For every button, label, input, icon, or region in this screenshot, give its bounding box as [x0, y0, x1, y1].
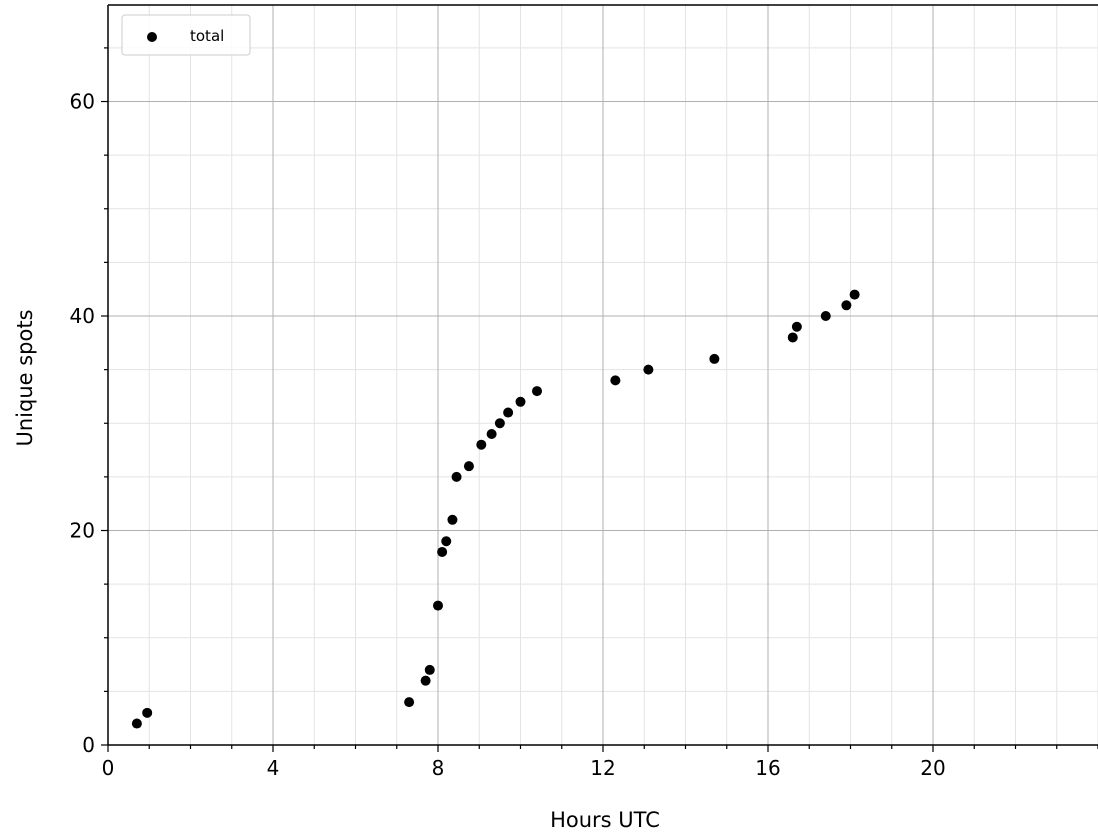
data-point	[709, 353, 720, 364]
legend-label: total	[190, 27, 224, 45]
y-tick-label: 20	[70, 519, 95, 543]
data-point	[494, 418, 505, 429]
legend-marker	[147, 32, 157, 42]
x-tick-label: 8	[432, 756, 445, 780]
ticks: 0 4 8 12 16 20 0 20 40 60	[70, 47, 1098, 780]
data-point	[447, 514, 458, 525]
y-tick-label: 60	[70, 90, 95, 114]
y-tick-label: 0	[82, 733, 95, 757]
x-tick-label: 4	[267, 756, 280, 780]
data-points	[131, 289, 860, 729]
legend-box	[121, 14, 251, 56]
data-point	[820, 311, 831, 322]
data-point	[610, 375, 621, 386]
data-point	[131, 718, 142, 729]
data-point	[437, 546, 448, 557]
x-axis-label: Hours UTC	[550, 808, 660, 832]
data-point	[486, 428, 497, 439]
data-point	[424, 664, 435, 675]
data-point	[420, 675, 431, 686]
data-point	[451, 471, 462, 482]
data-point	[643, 364, 654, 375]
data-point	[532, 386, 542, 397]
data-point	[463, 461, 474, 472]
legend: total	[121, 14, 251, 56]
data-point	[787, 332, 798, 343]
data-point	[515, 396, 526, 407]
data-point	[441, 536, 452, 547]
data-point	[791, 321, 802, 332]
data-point	[841, 300, 852, 311]
data-point	[142, 707, 153, 718]
x-tick-label: 16	[755, 756, 780, 780]
x-tick-label: 12	[590, 756, 615, 780]
data-point	[503, 407, 514, 418]
data-point	[404, 697, 415, 708]
data-point	[476, 439, 487, 450]
major-gridlines	[107, 5, 1098, 746]
data-point	[433, 600, 443, 611]
x-tick-label: 20	[920, 756, 945, 780]
y-tick-label: 40	[70, 304, 95, 328]
y-axis-label: Unique spots	[13, 309, 37, 446]
x-tick-label: 0	[102, 756, 115, 780]
data-point	[849, 289, 860, 300]
